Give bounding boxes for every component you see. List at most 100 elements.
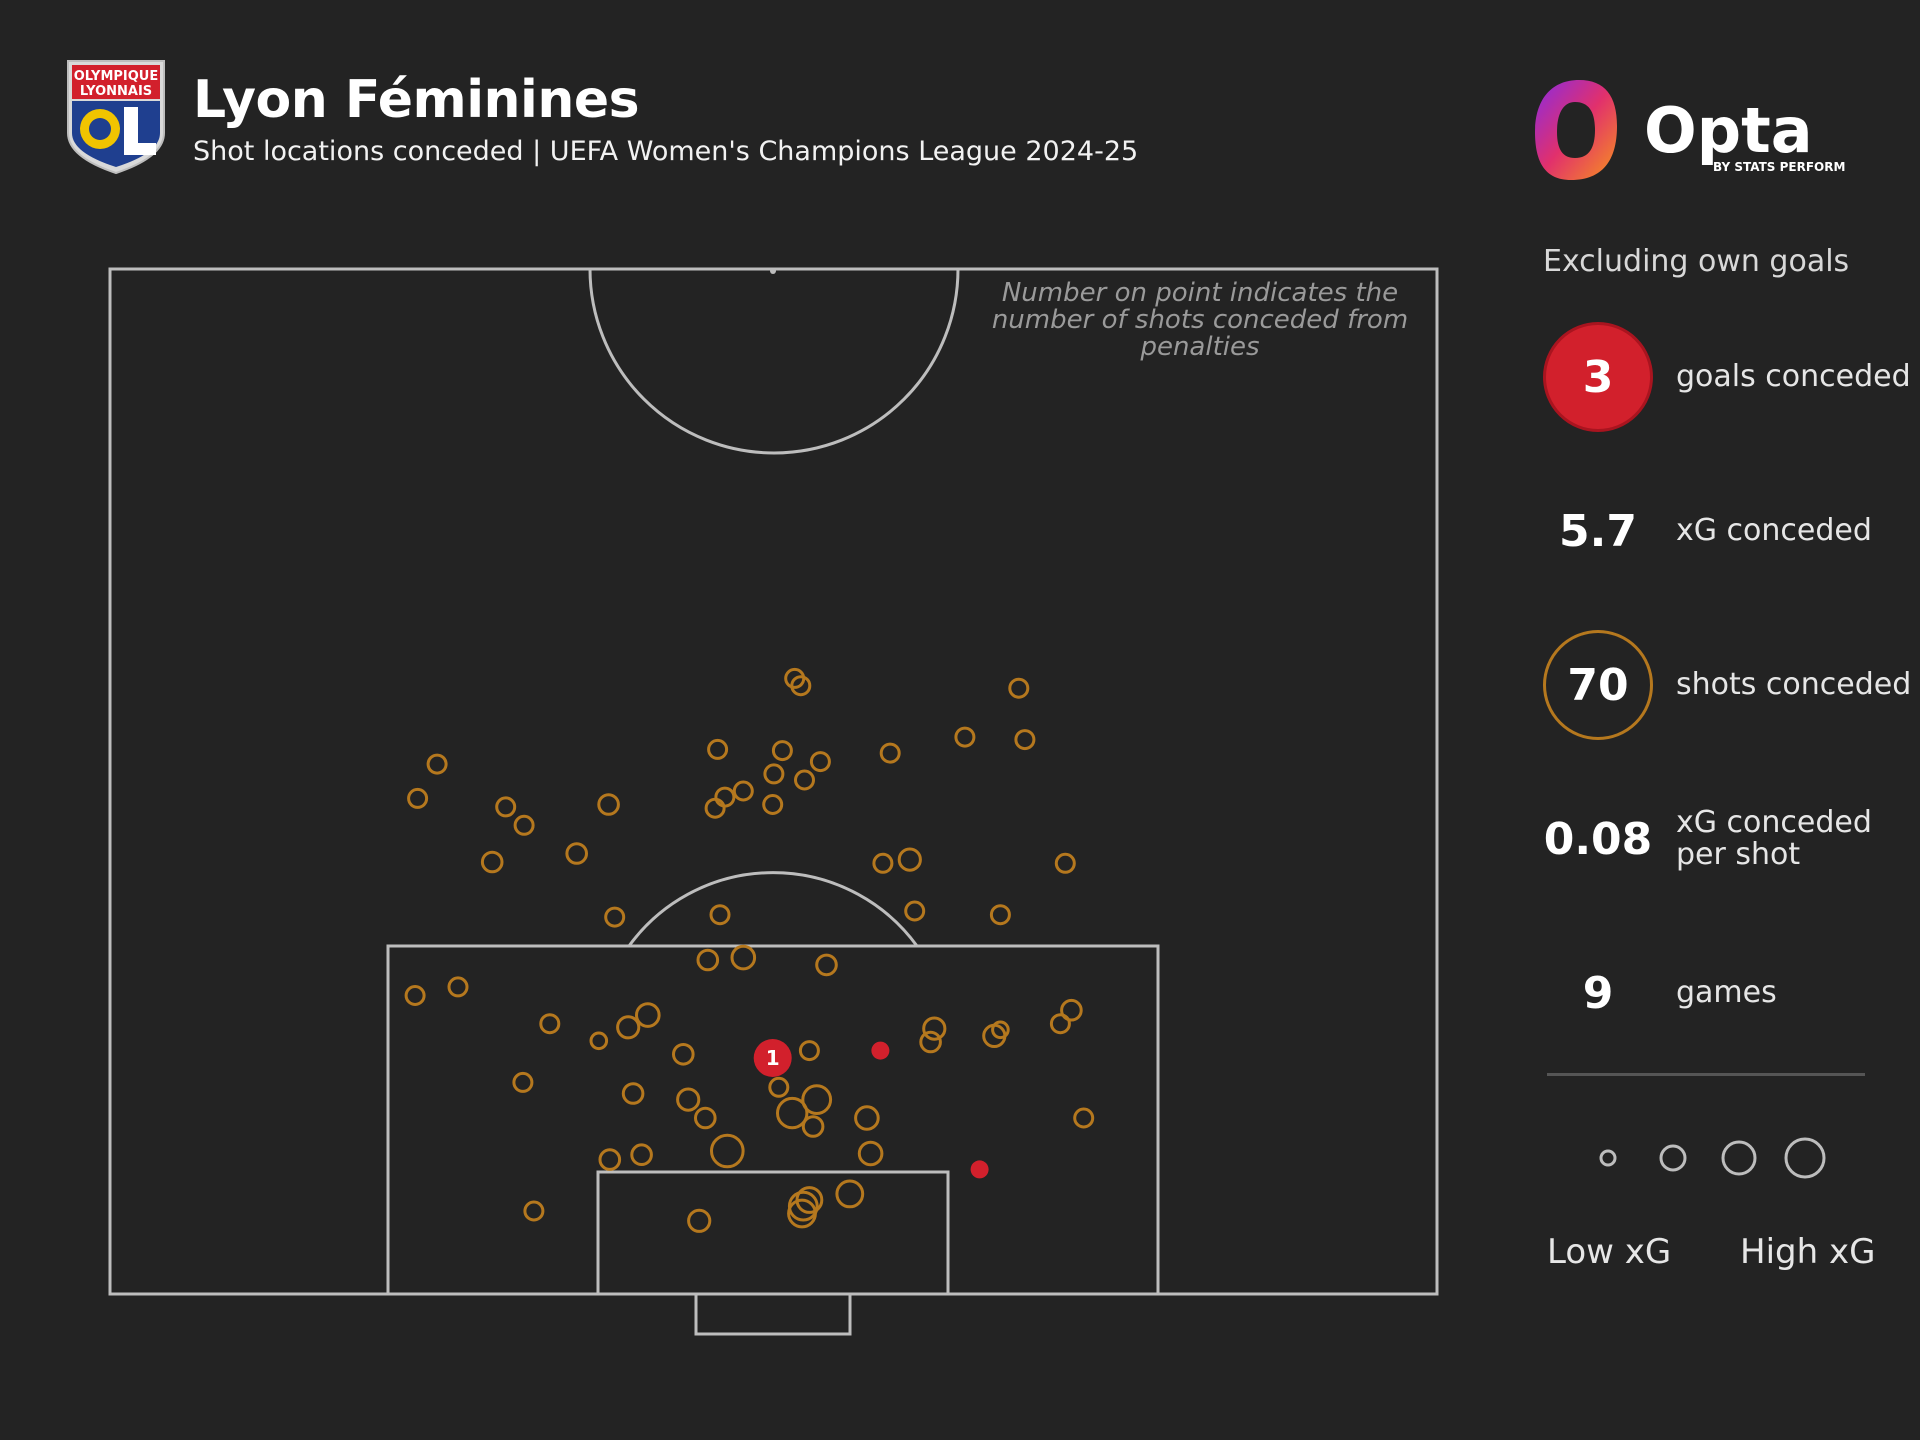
excluding-caption: Excluding own goals <box>1543 244 1850 279</box>
shot-point <box>904 900 926 922</box>
six-yard-box <box>596 1170 950 1296</box>
shot-point <box>694 1106 717 1130</box>
stat-xg-per-shot: 0.08 xG conceded per shot <box>1543 784 1913 894</box>
shot-point <box>523 1200 545 1222</box>
shot-point <box>1049 1013 1071 1035</box>
shot-point <box>696 948 720 972</box>
xg-per-shot-value: 0.08 <box>1543 813 1653 865</box>
xg-per-shot-label: xG conceded per shot <box>1676 805 1872 872</box>
goals-value: 3 <box>1543 322 1653 432</box>
centre-spot <box>770 268 776 274</box>
shot-point <box>1054 852 1076 874</box>
shot-point <box>771 740 793 762</box>
shot-point <box>857 1140 884 1167</box>
penalty-note: Number on point indicates the number of … <box>991 278 1409 362</box>
shot-point <box>801 1084 833 1115</box>
xg-size-legend <box>1599 1137 1826 1179</box>
xg-label: xG conceded <box>1676 513 1872 548</box>
shot-point <box>589 1031 609 1051</box>
penalty-area <box>386 944 1160 1296</box>
shot-point <box>787 1198 817 1229</box>
shot-map: 1 <box>108 267 1439 1336</box>
xg-value: 5.7 <box>1559 505 1637 557</box>
crest-text-1: OLYMPIQUE <box>74 69 159 84</box>
shot-point <box>879 742 901 764</box>
legend-high-label: High xG <box>1740 1232 1876 1272</box>
shot-point <box>835 1179 865 1209</box>
shot-point <box>495 796 517 818</box>
goal-point <box>871 1041 890 1060</box>
shot-point <box>922 1016 947 1041</box>
shot-point <box>426 753 448 775</box>
opta-logo: Opta BY STATS PERFORM <box>1535 80 1845 180</box>
stat-shots: 70 shots conceded <box>1543 630 1913 740</box>
stat-goals: 3 goals conceded <box>1543 322 1913 432</box>
shot-point <box>768 1076 790 1098</box>
shot-point <box>991 1020 1010 1040</box>
shot-point <box>989 904 1011 926</box>
games-label: games <box>1676 975 1777 1010</box>
legend-size-circle <box>1784 1137 1826 1179</box>
shots-value: 70 <box>1543 630 1653 740</box>
shot-point <box>1060 998 1083 1022</box>
shot-point <box>616 1015 641 1040</box>
legend-low-label: Low xG <box>1547 1232 1672 1272</box>
penalty-goal-point <box>753 1039 792 1077</box>
pitch-lines <box>108 267 1439 1336</box>
shot-point <box>512 1071 534 1093</box>
legend-size-circle <box>1721 1140 1757 1176</box>
shot-point <box>676 1087 701 1112</box>
shot-point <box>447 976 469 998</box>
shot-point <box>732 780 754 802</box>
shot-point <box>635 1002 661 1028</box>
shot-point <box>1008 677 1030 699</box>
shot-point <box>407 787 429 809</box>
shot-point <box>854 1105 880 1131</box>
shot-point <box>604 906 626 928</box>
shot-point <box>480 850 504 874</box>
shot-point <box>687 1208 712 1233</box>
goals-label: goals conceded <box>1676 359 1911 394</box>
penalty-count-label: 1 <box>766 1046 780 1070</box>
opta-wordmark: Opta <box>1644 94 1813 167</box>
goal-point <box>970 1160 989 1179</box>
club-crest: OLYMPIQUE LYONNAIS <box>67 60 165 175</box>
shot-point <box>709 904 731 926</box>
shot-point <box>954 726 976 748</box>
page-title: Lyon Féminines <box>193 70 640 130</box>
shot-point <box>597 793 620 816</box>
shot-point <box>630 1143 653 1166</box>
shot-point <box>539 1013 561 1035</box>
sidebar-divider <box>1547 1073 1865 1076</box>
shot-point <box>404 985 426 1006</box>
shot-point <box>730 944 757 971</box>
shots-label: shots conceded <box>1676 667 1912 702</box>
opta-subtext: BY STATS PERFORM <box>1713 160 1845 174</box>
penalty-arc <box>627 871 919 947</box>
shots-layer <box>404 667 1095 1233</box>
shot-point <box>794 769 815 791</box>
shot-point <box>621 1082 645 1105</box>
shot-point <box>1014 729 1036 751</box>
shot-point <box>919 1030 942 1054</box>
page-subtitle: Shot locations conceded | UEFA Women's C… <box>193 136 1139 167</box>
stat-games: 9 games <box>1543 938 1913 1048</box>
shot-point <box>710 1133 745 1169</box>
shot-point <box>798 1040 820 1062</box>
shot-point <box>598 1148 622 1171</box>
centre-circle <box>588 268 960 455</box>
shot-point <box>714 786 736 808</box>
shot-point <box>1073 1107 1095 1129</box>
stat-xg: 5.7 xG conceded <box>1543 476 1913 586</box>
shot-point <box>790 675 812 697</box>
shot-point <box>513 814 535 836</box>
shot-point <box>565 842 589 865</box>
shot-point <box>704 797 726 819</box>
shot-point <box>897 847 922 872</box>
games-value: 9 <box>1582 967 1614 1019</box>
shot-point <box>815 953 838 977</box>
legend-size-circle <box>1659 1144 1687 1172</box>
shot-point <box>762 794 784 815</box>
shot-point <box>801 1115 825 1138</box>
goal <box>694 1292 852 1336</box>
